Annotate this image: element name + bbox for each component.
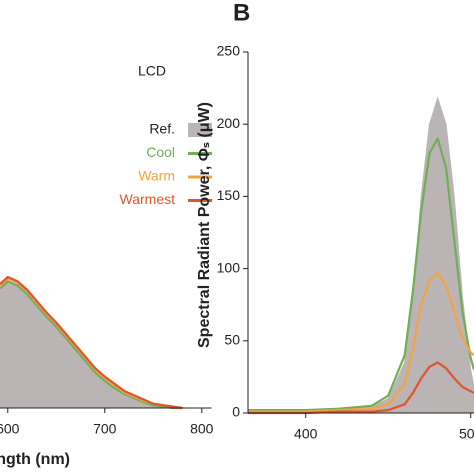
x-tick-label: 800 (190, 421, 214, 437)
panel-letter: B (233, 0, 250, 26)
x-tick-label: 700 (93, 421, 117, 437)
y-tick-label: 0 (232, 404, 240, 420)
x-tick-label: 500 (459, 426, 474, 442)
chart-title: LCD (138, 63, 166, 79)
legend-label: Warmest (120, 191, 176, 207)
y-axis-label: Spectral Radiant Power, Φₛ (μW) (196, 102, 213, 348)
legend-swatch (188, 123, 212, 137)
y-tick-label: 200 (217, 115, 241, 131)
area-series (0, 280, 183, 409)
legend-label: Cool (146, 144, 175, 160)
legend-label: Warm (138, 168, 175, 184)
line-series (0, 280, 183, 410)
y-tick-label: 50 (224, 332, 240, 348)
y-tick-label: 100 (217, 259, 241, 275)
x-tick-label: 400 (294, 426, 318, 442)
legend-label: Ref. (149, 121, 175, 137)
y-tick-label: 250 (217, 43, 241, 59)
line-series (248, 137, 474, 412)
line-series (248, 271, 474, 413)
line-series (0, 275, 183, 410)
line-series (248, 361, 474, 415)
x-axis-label: Wavelength (nm) (0, 451, 70, 468)
x-tick-label: 600 (0, 421, 20, 437)
y-tick-label: 150 (217, 187, 241, 203)
